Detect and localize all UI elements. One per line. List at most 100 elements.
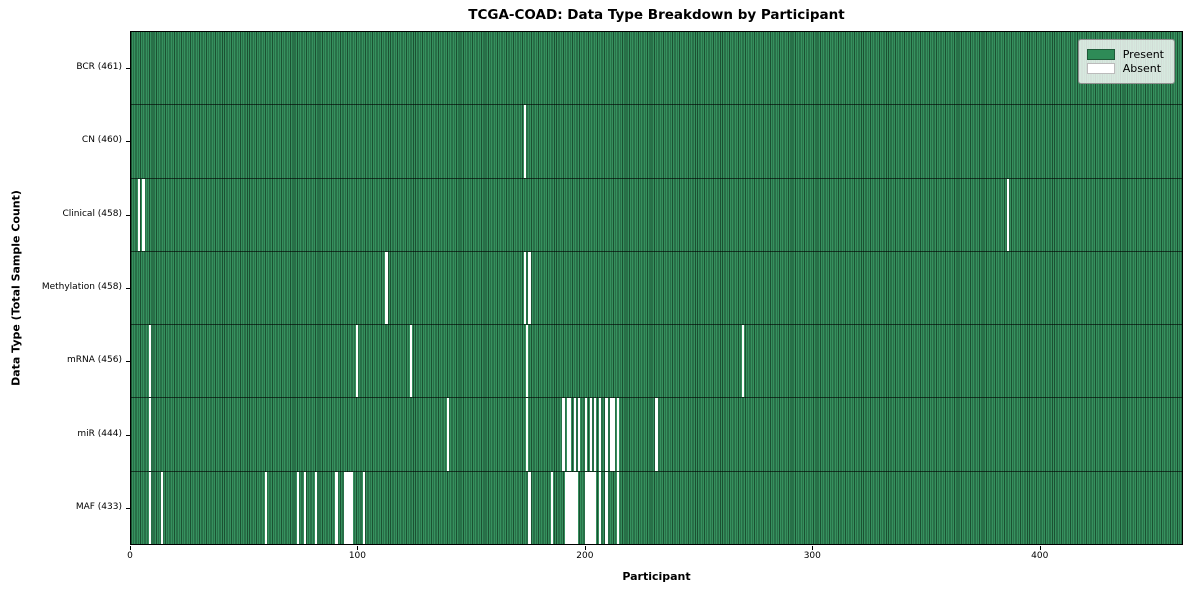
absent-stripe bbox=[589, 471, 592, 544]
absent-stripe bbox=[594, 398, 597, 471]
absent-stripe bbox=[525, 325, 529, 398]
absent-stripe bbox=[655, 398, 658, 471]
absent-stripe bbox=[528, 471, 531, 544]
ytick-label-clinical: Clinical (458) bbox=[62, 208, 122, 219]
absent-stripe bbox=[569, 398, 572, 471]
legend: Present Absent bbox=[1077, 39, 1175, 84]
chart-title: TCGA-COAD: Data Type Breakdown by Partic… bbox=[468, 7, 845, 23]
absent-stripe bbox=[584, 471, 588, 544]
absent-stripe bbox=[566, 471, 570, 544]
absent-stripe bbox=[587, 471, 590, 544]
xtick-mark bbox=[812, 546, 814, 550]
ytick-mark bbox=[126, 67, 130, 69]
legend-label-absent: Absent bbox=[1122, 62, 1162, 75]
xtick-label-0: 0 bbox=[127, 551, 133, 561]
ytick-label-mir: miR (444) bbox=[77, 428, 122, 439]
present-swatch-icon bbox=[1086, 49, 1115, 60]
absent-swatch-icon bbox=[1086, 63, 1115, 74]
absent-stripe bbox=[446, 398, 449, 471]
absent-stripe bbox=[741, 325, 744, 398]
absent-stripe bbox=[264, 471, 268, 544]
ytick-label-bcr: BCR (461) bbox=[76, 61, 122, 72]
absent-stripe bbox=[149, 471, 152, 544]
absent-stripe bbox=[605, 398, 608, 471]
absent-stripe bbox=[562, 398, 565, 471]
xtick-mark bbox=[1039, 546, 1041, 550]
ytick-label-cn: CN (460) bbox=[81, 135, 122, 146]
row-cn bbox=[131, 104, 1182, 178]
absent-stripe bbox=[344, 471, 347, 544]
absent-stripe bbox=[346, 471, 349, 544]
ytick-label-mrna: mRNA (456) bbox=[67, 355, 122, 366]
xtick-label-400: 400 bbox=[1031, 551, 1049, 561]
absent-stripe bbox=[410, 325, 413, 398]
barcode-rows bbox=[131, 32, 1182, 544]
ytick-mark bbox=[126, 288, 130, 289]
row-methylation bbox=[131, 250, 1182, 325]
absent-stripe bbox=[598, 471, 601, 544]
ytick-mark bbox=[126, 214, 130, 216]
absent-stripe bbox=[564, 471, 567, 544]
absent-stripe bbox=[355, 325, 358, 398]
absent-stripe bbox=[362, 471, 365, 544]
absent-stripe bbox=[550, 471, 554, 544]
absent-stripe bbox=[584, 398, 588, 471]
absent-stripe bbox=[571, 471, 574, 544]
ytick-label-maf: MAF (433) bbox=[75, 502, 122, 513]
legend-item-absent: Absent bbox=[1086, 62, 1164, 75]
absent-stripe bbox=[303, 471, 306, 544]
absent-stripe bbox=[589, 398, 592, 471]
ytick-mark bbox=[126, 361, 130, 363]
row-clinical bbox=[131, 177, 1182, 251]
absent-stripe bbox=[523, 251, 526, 325]
absent-stripe bbox=[314, 471, 318, 544]
absent-stripe bbox=[616, 471, 620, 544]
absent-stripe bbox=[605, 471, 608, 544]
absent-stripe bbox=[149, 325, 152, 398]
absent-stripe bbox=[296, 471, 299, 544]
absent-stripe bbox=[598, 398, 601, 471]
absent-stripe bbox=[591, 471, 595, 544]
xtick-label-100: 100 bbox=[348, 551, 367, 561]
absent-stripe bbox=[142, 178, 145, 251]
legend-item-present: Present bbox=[1086, 48, 1164, 61]
absent-stripe bbox=[566, 398, 570, 471]
absent-stripe bbox=[609, 398, 613, 471]
ytick-label-methylation: Methylation (458) bbox=[41, 282, 122, 292]
row-bcr bbox=[131, 32, 1182, 105]
absent-stripe bbox=[612, 398, 615, 471]
absent-stripe bbox=[575, 471, 579, 544]
xtick-mark bbox=[130, 546, 131, 550]
absent-stripe bbox=[525, 398, 529, 471]
absent-stripe bbox=[348, 471, 352, 544]
absent-stripe bbox=[385, 251, 388, 325]
absent-stripe bbox=[351, 471, 354, 544]
xtick-label-200: 200 bbox=[576, 551, 594, 561]
absent-stripe bbox=[137, 178, 141, 251]
row-mrna bbox=[131, 324, 1182, 398]
legend-label-present: Present bbox=[1122, 48, 1164, 61]
absent-stripe bbox=[160, 471, 163, 544]
absent-stripe bbox=[569, 471, 572, 544]
row-mir bbox=[131, 397, 1182, 471]
ytick-mark bbox=[126, 141, 130, 143]
absent-stripe bbox=[573, 398, 576, 471]
absent-stripe bbox=[523, 105, 526, 178]
plot-area: Present Absent bbox=[130, 31, 1183, 545]
ytick-mark bbox=[126, 434, 130, 436]
x-axis-label: Participant bbox=[622, 570, 691, 583]
absent-stripe bbox=[528, 251, 531, 325]
absent-stripe bbox=[335, 471, 338, 544]
absent-stripe bbox=[1007, 178, 1010, 251]
absent-stripe bbox=[573, 471, 576, 544]
xtick-mark bbox=[357, 546, 359, 550]
xtick-label-300: 300 bbox=[803, 551, 821, 561]
absent-stripe bbox=[578, 398, 581, 471]
absent-stripe bbox=[616, 398, 620, 471]
row-maf bbox=[131, 470, 1182, 544]
ytick-mark bbox=[126, 508, 130, 510]
absent-stripe bbox=[149, 398, 152, 471]
xtick-mark bbox=[584, 546, 586, 550]
absent-stripe bbox=[594, 471, 597, 544]
